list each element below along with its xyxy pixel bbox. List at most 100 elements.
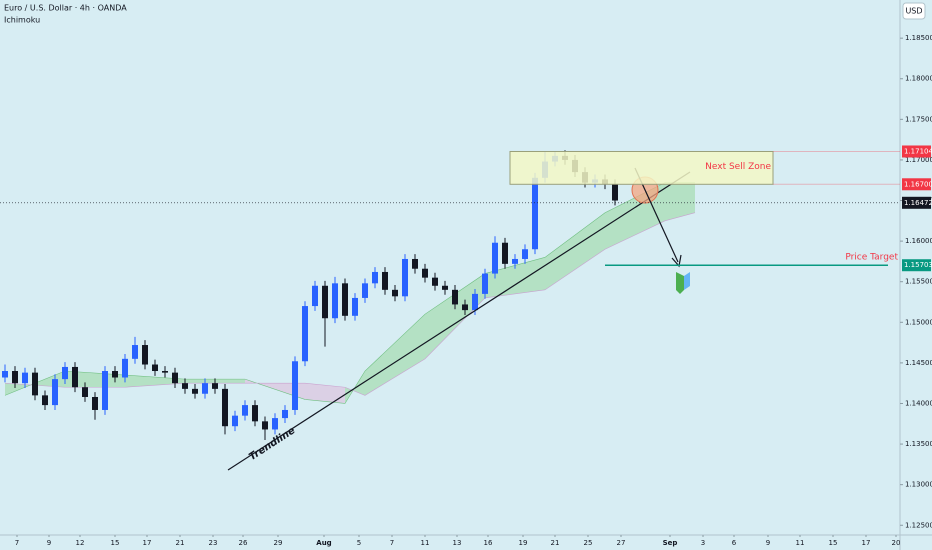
- price-tag-label: 1.15703: [904, 261, 932, 269]
- candle-body: [242, 405, 248, 416]
- candle-body: [522, 249, 528, 259]
- cloud-segment: [65, 371, 125, 388]
- x-tick-label: 23: [209, 539, 218, 547]
- currency-button[interactable]: [902, 2, 926, 20]
- candle-body: [232, 415, 238, 427]
- cloud-segment: [425, 273, 485, 359]
- candle-body: [392, 289, 398, 297]
- candle-body: [462, 304, 468, 311]
- candle-body: [192, 388, 198, 394]
- price-tag-label: 1.16472: [904, 199, 932, 207]
- x-tick-label: 6: [732, 539, 737, 547]
- leaf-icon-right: [684, 272, 690, 290]
- y-tick-label: 1.18500: [905, 34, 932, 42]
- candle-body: [52, 379, 58, 406]
- x-tick-label: 25: [584, 539, 593, 547]
- candle-body: [82, 387, 88, 397]
- candle-body: [502, 242, 508, 264]
- x-tick-label: Aug: [316, 539, 331, 547]
- candle-body: [442, 285, 448, 290]
- x-tick-label: 17: [143, 539, 152, 547]
- candle-body: [352, 297, 358, 316]
- candle-body: [72, 366, 78, 388]
- candle-body: [152, 364, 158, 372]
- x-tick-label: 17: [862, 539, 871, 547]
- candle-body: [32, 372, 38, 396]
- cloud-segment: [305, 383, 345, 404]
- candle-body: [412, 258, 418, 269]
- sell-zone-label: Next Sell Zone: [705, 162, 771, 172]
- cloud-span-a: [4, 182, 695, 404]
- x-tick-label: Sep: [663, 539, 678, 547]
- x-tick-label: 9: [766, 539, 770, 547]
- candle-body: [432, 277, 438, 286]
- y-tick-label: 1.13000: [905, 481, 932, 489]
- candle-body: [612, 184, 618, 201]
- candle-body: [292, 361, 298, 410]
- cloud-segment: [485, 257, 545, 298]
- x-tick-label: 29: [274, 539, 283, 547]
- y-tick-label: 1.16000: [905, 237, 932, 245]
- arrow-head: [671, 254, 682, 268]
- candle-body: [332, 283, 338, 319]
- x-tick-label: 20: [892, 539, 901, 547]
- price-tag: [902, 259, 931, 272]
- candle-body: [182, 383, 188, 389]
- x-tick-label: 27: [617, 539, 626, 547]
- candle-body: [112, 371, 118, 378]
- x-tick-label: 5: [357, 539, 361, 547]
- x-tick-label: 3: [701, 539, 705, 547]
- y-tick-label: 1.14500: [905, 359, 932, 367]
- candle-body: [422, 268, 428, 278]
- x-tick-label: 21: [176, 539, 185, 547]
- x-tick-label: 26: [239, 539, 248, 547]
- cloud-segment: [665, 182, 695, 221]
- candle-body: [342, 283, 348, 316]
- candle-body: [322, 285, 328, 319]
- candle-body: [382, 271, 388, 290]
- indicator-name: Ichimoku: [4, 16, 40, 25]
- x-tick-label: 11: [421, 539, 430, 547]
- cloud-segment: [365, 314, 425, 396]
- candle-body: [482, 273, 488, 294]
- candle-body: [452, 289, 458, 305]
- leaf-icon: [676, 272, 684, 294]
- candle-body: [302, 306, 308, 362]
- currency-label: USD: [905, 7, 922, 16]
- x-tick-label: 19: [519, 539, 528, 547]
- price-tag: [902, 145, 931, 158]
- target-label: Price Target: [845, 253, 898, 263]
- x-tick-label: 9: [47, 539, 51, 547]
- y-tick-label: 1.15000: [905, 318, 932, 326]
- candle-body: [92, 396, 98, 410]
- candle-body: [122, 358, 128, 378]
- x-tick-label: 15: [829, 539, 838, 547]
- candle-body: [512, 258, 518, 264]
- y-tick-label: 1.13500: [905, 440, 932, 448]
- cloud-segment: [125, 375, 185, 388]
- x-tick-label: 11: [796, 539, 805, 547]
- y-tick-label: 1.15500: [905, 278, 932, 286]
- candle-body: [212, 383, 218, 389]
- candle-body: [282, 409, 288, 419]
- symbol-title: Euro / U.S. Dollar · 4h · OANDA: [4, 4, 127, 13]
- price-tag: [902, 178, 931, 191]
- candle-body: [472, 293, 478, 311]
- x-tick-label: 7: [15, 539, 19, 547]
- candle-body: [372, 271, 378, 284]
- candle-body: [532, 177, 538, 250]
- x-tick-label: 13: [453, 539, 462, 547]
- y-tick-label: 1.12500: [905, 521, 932, 529]
- x-tick-label: 21: [551, 539, 560, 547]
- price-tag: [902, 196, 931, 209]
- candle-body: [102, 371, 108, 410]
- candle-body: [2, 371, 8, 378]
- candle-body: [492, 242, 498, 274]
- y-tick-label: 1.18000: [905, 75, 932, 83]
- x-tick-label: 15: [111, 539, 120, 547]
- x-tick-label: 16: [484, 539, 493, 547]
- y-tick-label: 1.17500: [905, 115, 932, 123]
